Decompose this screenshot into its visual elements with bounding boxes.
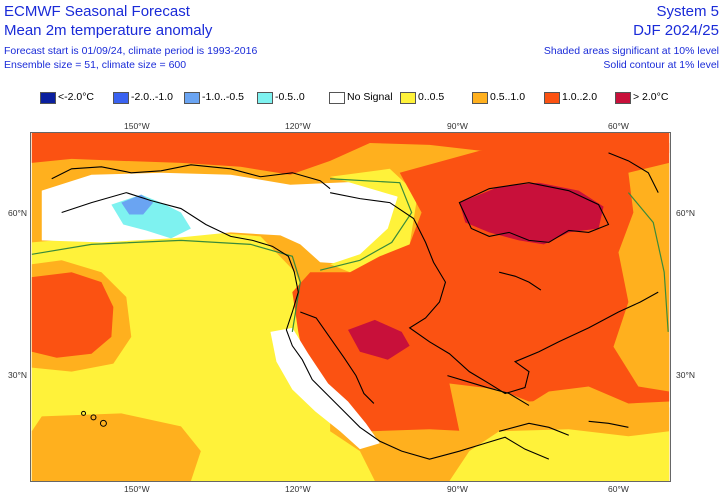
legend-swatch-1-to-2	[544, 92, 560, 104]
legend-swatch-minus-2-to-minus-1	[113, 92, 129, 104]
system-label: System 5	[656, 3, 719, 20]
forecast-start-info: Forecast start is 01/09/24, climate peri…	[4, 45, 258, 57]
lon-tick-120w-top: 120°W	[285, 121, 311, 131]
map-subtitle: Mean 2m temperature anomaly	[4, 22, 213, 39]
legend-swatch-0-5-to-1	[472, 92, 488, 104]
legend-swatch-0-to-0-5	[400, 92, 416, 104]
anomaly-field-red-west-pacific	[31, 272, 114, 358]
anomaly-field-red-arctic	[31, 133, 670, 175]
anomaly-field-no-signal-baja	[270, 327, 380, 450]
anomaly-field-darkred-hudson	[459, 182, 604, 245]
coastline-hudson-bay	[458, 182, 610, 243]
legend-label-above-2: > 2.0°C	[633, 91, 669, 103]
anomaly-field-yellow-east-pacific	[260, 431, 375, 481]
legend-swatch-no-signal	[329, 92, 345, 104]
lat-tick-60n-left: 60°N	[8, 208, 27, 218]
anomaly-field-no-signal-alaska	[41, 172, 400, 265]
significance-contour-atlantic	[627, 192, 669, 332]
significance-contour-pacific	[31, 239, 301, 332]
legend-swatch-below-minus-2	[40, 92, 56, 104]
legend-label-minus-1-to-minus-0-5: -1.0..-0.5	[202, 91, 245, 103]
lon-tick-60w-bottom: 60°W	[608, 484, 629, 494]
coastline-great-lakes	[499, 271, 542, 291]
anomaly-field-yellow-caribbean	[449, 429, 670, 481]
coastline-pacific-west	[61, 192, 550, 460]
season-label: DJF 2024/25	[633, 22, 719, 39]
lon-tick-120w-bottom: 120°W	[285, 484, 311, 494]
lon-tick-90w-bottom: 90°W	[447, 484, 468, 494]
legend-swatch-minus-0-5-to-0	[257, 92, 273, 104]
anomaly-field-yellow-fringe	[330, 168, 418, 273]
lon-tick-90w-top: 90°W	[447, 121, 468, 131]
coastline-baja	[300, 311, 375, 404]
lat-tick-30n-right: 30°N	[676, 370, 695, 380]
coastline-greenland	[608, 152, 659, 193]
significance-contour-canada	[320, 178, 413, 271]
coastline-cuba	[499, 422, 569, 436]
coastline-gulf	[447, 375, 530, 406]
coastline-arctic-alaska	[51, 164, 331, 190]
hawaii-island-1	[81, 410, 87, 416]
anomaly-field-orange-south-pacific	[31, 413, 201, 481]
legend-label-minus-2-to-minus-1: -2.0..-1.0	[131, 91, 174, 103]
anomaly-field-darkred-southwest	[348, 319, 410, 360]
legend-swatch-minus-1-to-minus-0-5	[184, 92, 200, 104]
anomaly-field-light-blue-alaska	[121, 194, 154, 215]
map-title: ECMWF Seasonal Forecast	[4, 3, 190, 20]
legend-label-below-minus-2: <-2.0°C	[58, 91, 95, 103]
hawaii-island-3	[99, 419, 107, 427]
ensemble-size-info: Ensemble size = 51, climate size = 600	[4, 59, 187, 71]
lon-tick-150w-bottom: 150°W	[124, 484, 150, 494]
shading-significance-note: Shaded areas significant at 10% level	[543, 45, 719, 57]
lon-tick-60w-top: 60°W	[608, 121, 629, 131]
legend-label-1-to-2: 1.0..2.0	[562, 91, 598, 103]
legend-label-no-signal: No Signal	[347, 91, 393, 103]
lon-tick-150w-top: 150°W	[124, 121, 150, 131]
hawaii-islands	[81, 410, 107, 427]
lat-tick-60n-right: 60°N	[676, 208, 695, 218]
legend-label-0-5-to-1: 0.5..1.0	[490, 91, 526, 103]
legend-label-0-to-0-5: 0..0.5	[418, 91, 445, 103]
contour-significance-note: Solid contour at 1% level	[603, 59, 719, 71]
hawaii-island-2	[90, 414, 97, 421]
anomaly-field-orange-atlantic	[613, 162, 670, 392]
coastlines	[51, 152, 659, 460]
legend-swatch-above-2	[615, 92, 631, 104]
coastline-hispaniola	[588, 420, 629, 428]
anomaly-map	[30, 132, 671, 482]
coastline-north-america-east	[330, 192, 659, 395]
legend-label-minus-0-5-to-0: -0.5..0	[275, 91, 305, 103]
lat-tick-30n-left: 30°N	[8, 370, 27, 380]
